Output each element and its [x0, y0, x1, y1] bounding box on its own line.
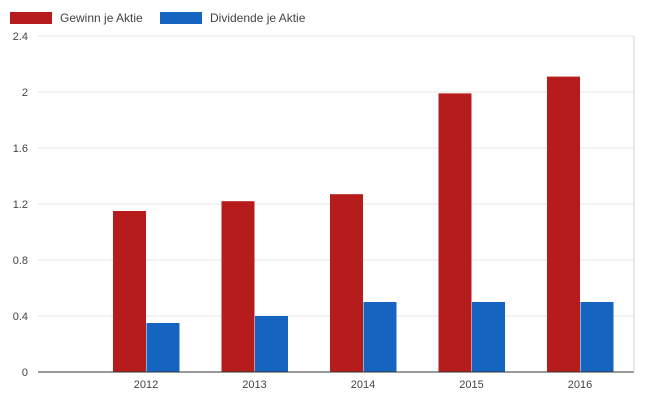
legend-label: Gewinn je Aktie [60, 11, 143, 25]
bar-dividende-2012 [146, 323, 180, 372]
bar-dividende-2014 [363, 302, 397, 372]
x-tick-labels: 2012 2013 2014 2015 2016 [134, 379, 592, 391]
y-tick-labels: 0 0.4 0.8 1.2 1.6 2 2.4 [13, 31, 28, 379]
legend-swatch [10, 12, 52, 24]
x-tick-label: 2012 [134, 379, 158, 391]
legend-label: Dividende je Aktie [210, 11, 306, 25]
bar-dividende-2013 [255, 316, 288, 372]
y-tick-label: 0.4 [13, 311, 28, 323]
bar-dividende-2015 [472, 302, 505, 372]
axes [38, 36, 635, 373]
y-tick-label: 0.8 [13, 255, 28, 267]
x-tick-label: 2015 [459, 379, 483, 391]
y-tick-label: 1.2 [13, 199, 28, 211]
y-tick-label: 1.6 [13, 143, 28, 155]
bar-dividende-2016 [580, 302, 614, 372]
bars [113, 76, 614, 373]
bar-gewinn-2015 [438, 93, 472, 373]
y-tick-label: 2.4 [13, 31, 28, 43]
bar-gewinn-2014 [330, 194, 363, 372]
y-tick-label: 2 [22, 87, 28, 99]
y-tick-label: 0 [22, 367, 28, 379]
x-tick-label: 2014 [351, 379, 375, 391]
legend: Gewinn je Aktie Dividende je Aktie [10, 11, 306, 25]
legend-swatch [160, 12, 202, 24]
bar-gewinn-2012 [113, 211, 146, 372]
bar-gewinn-2016 [547, 76, 580, 372]
x-tick-label: 2016 [568, 379, 592, 391]
x-tick-label: 2013 [242, 379, 266, 391]
bar-gewinn-2013 [221, 201, 255, 372]
